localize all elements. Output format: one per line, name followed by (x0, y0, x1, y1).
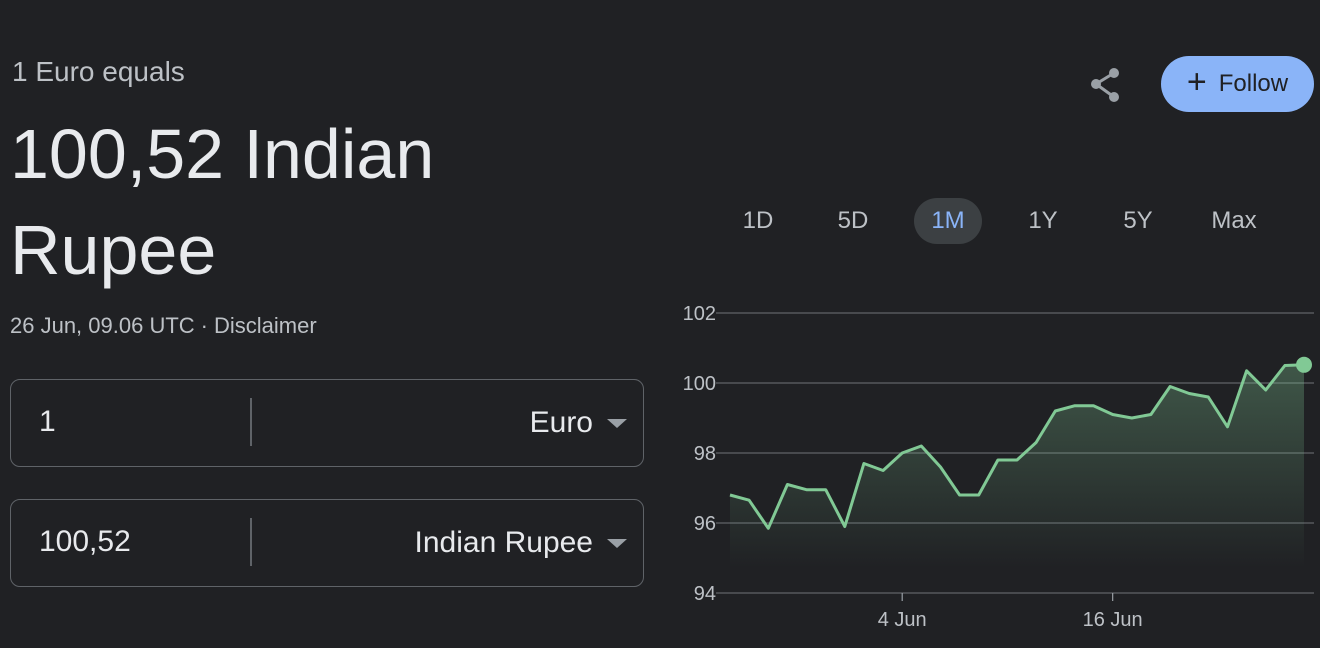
conversion-result: 100,52 Indian Rupee (10, 106, 650, 298)
tab-1d[interactable]: 1D (742, 207, 774, 234)
plus-icon: + (1186, 63, 1207, 101)
tab-5y[interactable]: 5Y (1123, 207, 1153, 234)
x-tick-label: 16 Jun (1083, 609, 1143, 631)
follow-label: Follow (1218, 70, 1289, 97)
subtitle: 1 Euro equals (12, 56, 185, 87)
to-currency-row: Indian Rupee (10, 499, 644, 587)
timestamp-line: 26 Jun, 09.06 UTC · Disclaimer (10, 313, 317, 339)
disclaimer-link[interactable]: Disclaimer (214, 313, 317, 338)
x-tick-label: 4 Jun (878, 609, 927, 631)
tab-max[interactable]: Max (1211, 207, 1257, 234)
to-currency-label: Indian Rupee (414, 526, 593, 559)
current-value-point (1296, 356, 1312, 373)
to-currency-select[interactable]: Indian Rupee (415, 500, 627, 586)
from-currency-label: Euro (529, 406, 593, 439)
divider (250, 518, 252, 566)
follow-button[interactable]: + Follow (1161, 56, 1314, 112)
chevron-down-icon (607, 538, 627, 548)
tab-5d[interactable]: 5D (837, 207, 869, 234)
share-icon[interactable] (1083, 64, 1127, 108)
tab-1m[interactable]: 1M (914, 198, 982, 244)
from-currency-row: Euro (10, 379, 644, 467)
rate-chart: 102 100 98 96 94 4 Jun 16 Jun (683, 303, 1314, 631)
separator: · (200, 313, 208, 338)
range-tabs: 1D 5D 1M 1Y 5Y Max (710, 198, 1310, 244)
from-amount-input[interactable] (13, 382, 249, 462)
y-tick-label: 94 (694, 583, 716, 605)
chevron-down-icon (607, 418, 627, 428)
timestamp: 26 Jun, 09.06 UTC (10, 313, 195, 338)
result-line-1: 100,52 Indian (10, 115, 435, 193)
y-tick-label: 96 (694, 513, 716, 535)
y-tick-label: 98 (694, 443, 716, 465)
tab-1y[interactable]: 1Y (1028, 207, 1058, 234)
y-tick-label: 102 (683, 303, 716, 325)
divider (250, 398, 252, 446)
to-amount-input[interactable] (13, 502, 249, 582)
y-tick-label: 100 (683, 373, 716, 395)
result-line-2: Rupee (10, 211, 217, 289)
chart-area (730, 364, 1304, 568)
from-currency-select[interactable]: Euro (530, 380, 627, 466)
